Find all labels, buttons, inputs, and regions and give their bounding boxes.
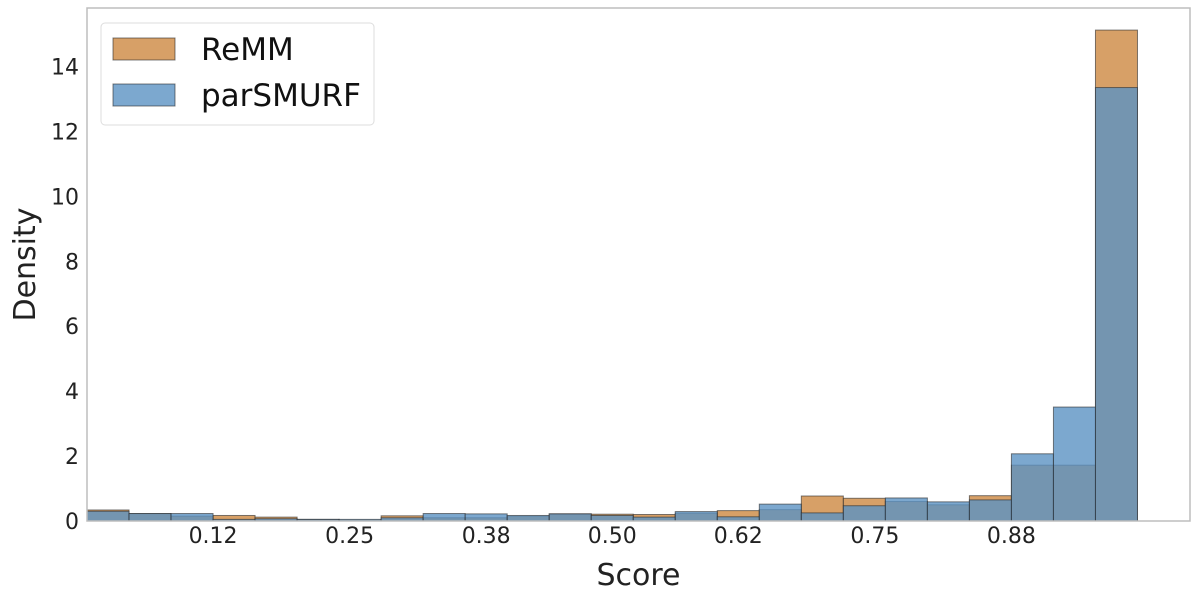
bar-parsmurf-18 <box>842 505 886 522</box>
bar-parsmurf-2 <box>170 513 214 522</box>
x-tick-label: 0.12 <box>189 524 238 549</box>
y-tick-label: 8 <box>65 250 79 275</box>
bar-parsmurf-10 <box>506 514 550 522</box>
bar-parsmurf-17 <box>800 512 844 522</box>
y-tick-label: 10 <box>51 185 79 210</box>
bar-parsmurf-12 <box>590 514 634 522</box>
x-axis-ticks: 0.12 0.25 0.38 0.50 0.62 0.75 0.88 <box>189 524 1036 549</box>
legend-label-parsmurf: parSMURF <box>201 78 361 114</box>
x-tick-label: 0.75 <box>850 524 899 549</box>
y-tick-label: 4 <box>65 380 79 405</box>
x-tick-label: 0.62 <box>714 524 763 549</box>
legend-label-remm: ReMM <box>201 32 294 68</box>
y-tick-label: 2 <box>65 445 79 470</box>
legend: ReMM parSMURF <box>100 22 375 126</box>
legend-swatch-parsmurf <box>112 83 176 107</box>
bar-parsmurf-20 <box>926 501 970 522</box>
x-tick-label: 0.38 <box>462 524 511 549</box>
bar-parsmurf-1 <box>128 513 172 522</box>
bar-parsmurf-8 <box>422 513 466 522</box>
x-tick-label: 0.25 <box>325 524 374 549</box>
series-parsmurf-bars <box>86 87 1138 522</box>
bar-parsmurf-0 <box>86 510 130 522</box>
y-tick-label: 0 <box>65 510 79 535</box>
x-tick-label: 0.50 <box>588 524 637 549</box>
bar-parsmurf-23 <box>1052 406 1096 522</box>
bar-parsmurf-21 <box>968 499 1012 522</box>
bar-parsmurf-14 <box>674 511 718 522</box>
plot-frame <box>86 7 1191 522</box>
bar-parsmurf-22 <box>1010 453 1054 522</box>
y-tick-label: 12 <box>51 120 79 145</box>
bar-parsmurf-11 <box>548 513 592 522</box>
bar-parsmurf-19 <box>884 497 928 522</box>
y-axis-title: Density <box>8 207 43 321</box>
bar-parsmurf-9 <box>464 513 508 522</box>
bar-parsmurf-16 <box>758 503 802 522</box>
x-axis-title: Score <box>596 558 680 593</box>
x-tick-label: 0.88 <box>987 524 1036 549</box>
legend-swatch-remm <box>112 37 176 61</box>
y-axis-ticks: 0 2 4 6 8 10 12 14 <box>51 55 79 535</box>
bar-parsmurf-24 <box>1094 87 1138 522</box>
y-tick-label: 14 <box>51 55 79 80</box>
y-tick-label: 6 <box>65 315 79 340</box>
